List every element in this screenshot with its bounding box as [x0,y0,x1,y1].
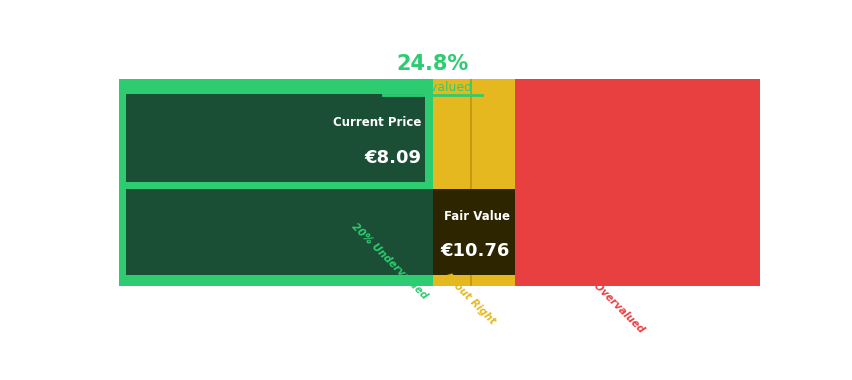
Text: 20% Undervalued: 20% Undervalued [349,222,429,301]
Bar [118,79,432,285]
Bar [469,79,515,285]
Bar [432,79,469,285]
Text: €10.76: €10.76 [440,242,509,260]
Text: €8.09: €8.09 [364,149,421,166]
Bar [515,79,759,285]
Text: About Right: About Right [441,270,498,326]
Bar [126,94,424,182]
Text: Current Price: Current Price [333,116,421,128]
Text: Fair Value: Fair Value [444,210,509,223]
Text: Undervalued: Undervalued [392,81,472,94]
Bar [126,188,515,275]
Text: 20% Overvalued: 20% Overvalued [572,261,646,335]
Bar [432,188,515,275]
Text: 24.8%: 24.8% [396,54,469,74]
Bar [469,79,471,285]
